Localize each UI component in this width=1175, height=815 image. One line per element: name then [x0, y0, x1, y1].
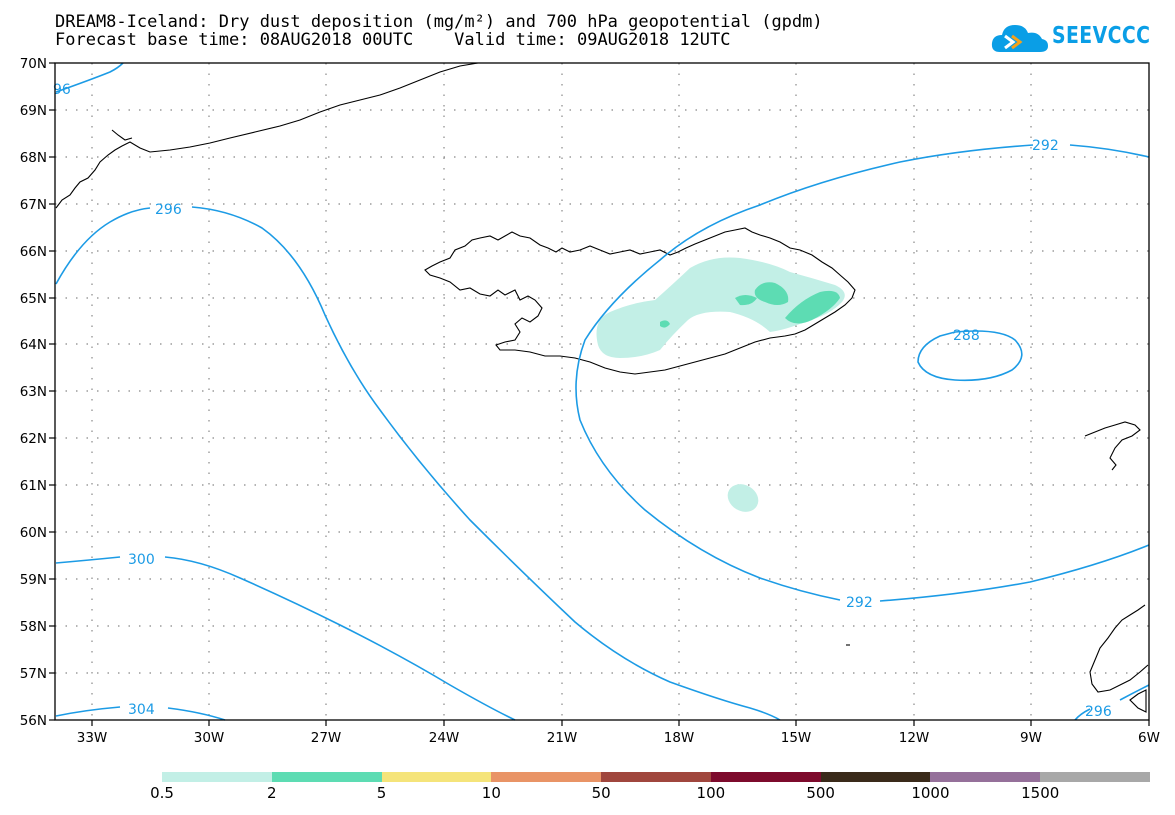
- lon-label: 33W: [77, 730, 108, 746]
- coastline-greenland: [111, 129, 133, 141]
- lat-label: 58N: [20, 619, 47, 635]
- legend-swatch: [1040, 772, 1151, 782]
- contour-line: [917, 330, 1023, 382]
- legend-swatch: [601, 772, 711, 782]
- legend-swatch: [820, 772, 931, 782]
- dust-deposition-shading: [596, 257, 845, 512]
- lon-label: 6W: [1138, 730, 1160, 746]
- lon-label: 27W: [311, 730, 342, 746]
- axis-ticks: [49, 62, 1150, 726]
- lon-label: 15W: [781, 730, 812, 746]
- lon-label: 21W: [547, 730, 578, 746]
- legend-swatch: [930, 772, 1041, 782]
- contour-line: [55, 62, 124, 93]
- coastline-iceland: [424, 227, 856, 375]
- lat-label: 59N: [20, 572, 47, 588]
- contour-label: 304: [128, 702, 155, 718]
- legend-swatch: [491, 772, 602, 782]
- lat-label: 56N: [20, 713, 47, 729]
- lon-label: 12W: [899, 730, 930, 746]
- lat-label: 64N: [20, 337, 47, 353]
- legend-label: 2: [266, 784, 277, 802]
- dust-area-medium: [785, 290, 840, 324]
- dust-area-light: [727, 484, 759, 512]
- contour-line: [55, 556, 516, 721]
- legend-swatch: [162, 772, 272, 782]
- contour-line: [55, 706, 226, 721]
- coastline-faroe: [1084, 421, 1141, 471]
- lat-label: 65N: [20, 291, 47, 307]
- map-gridlines: [55, 63, 1149, 720]
- lon-label: 18W: [664, 730, 695, 746]
- lat-label: 70N: [20, 56, 47, 72]
- contour-line: [575, 144, 1150, 602]
- legend-label: 100: [696, 784, 726, 802]
- legend-label: 50: [591, 784, 611, 802]
- dust-area-light: [596, 257, 845, 358]
- lon-label: 24W: [429, 730, 460, 746]
- legend-label: 0.5: [150, 784, 174, 802]
- legend-label: 5: [376, 784, 387, 802]
- legend-label: 1000: [911, 784, 950, 802]
- dust-area-medium: [754, 282, 789, 305]
- lat-label: 63N: [20, 384, 47, 400]
- map-title: DREAM8-Iceland: Dry dust deposition (mg/…: [55, 12, 823, 32]
- seevccc-logo: SEEVCCC: [990, 20, 1160, 56]
- contour-label: 96: [53, 82, 71, 98]
- dust-area-medium: [660, 320, 670, 328]
- map-subtitle: Forecast base time: 08AUG2018 00UTC Vali…: [55, 30, 731, 50]
- contour-label: 296: [1085, 704, 1112, 720]
- legend-label: 500: [806, 784, 835, 802]
- lat-label: 57N: [20, 666, 47, 682]
- geopotential-contours: [55, 62, 1150, 721]
- cloud-icon: [991, 25, 1048, 52]
- dust-area-medium: [735, 295, 757, 306]
- lat-label: 66N: [20, 244, 47, 260]
- logo-text: SEEVCCC: [1052, 23, 1151, 49]
- coastline-scotland: [1129, 689, 1147, 713]
- contour-label: 292: [1032, 138, 1059, 154]
- coastline-greenland: [55, 62, 479, 209]
- color-legend: [162, 772, 1151, 782]
- lat-label: 62N: [20, 431, 47, 447]
- contour-line: [1074, 684, 1150, 721]
- lat-label: 68N: [20, 150, 47, 166]
- contour-label: 292: [846, 595, 873, 611]
- contour-label: 288: [953, 328, 980, 344]
- contour-label: 296: [155, 202, 182, 218]
- contour-line: [55, 206, 781, 721]
- lat-label: 61N: [20, 478, 47, 494]
- legend-label: 1500: [1021, 784, 1060, 802]
- lat-label: 69N: [20, 103, 47, 119]
- lat-label: 67N: [20, 197, 47, 213]
- contour-label: 300: [128, 552, 155, 568]
- lon-label: 9W: [1020, 730, 1042, 746]
- coastlines: [55, 62, 1149, 713]
- legend-swatch: [271, 772, 382, 782]
- legend-swatch: [710, 772, 821, 782]
- lon-label: 30W: [194, 730, 225, 746]
- legend-label: 10: [481, 784, 501, 802]
- coastline-scotland: [1089, 604, 1149, 693]
- lat-label: 60N: [20, 525, 47, 541]
- legend-swatch: [381, 772, 492, 782]
